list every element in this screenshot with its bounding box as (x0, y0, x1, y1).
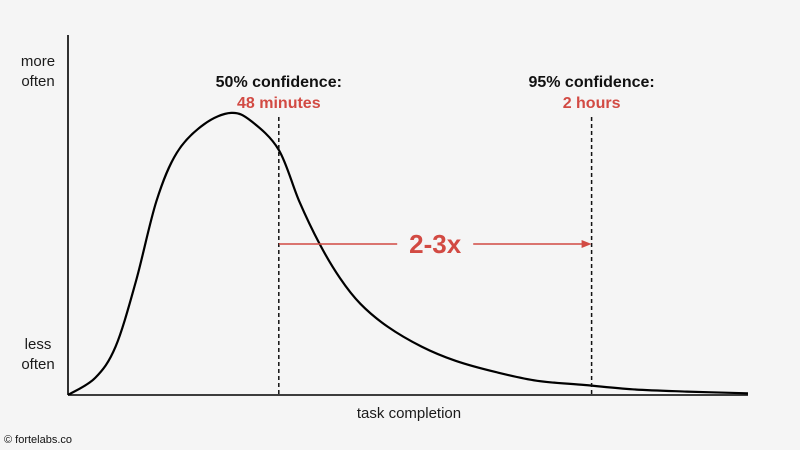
marker-value-1: 48 minutes (237, 95, 321, 112)
y-axis-top-label-line1: more (21, 53, 55, 70)
y-axis-bottom-label-line2: often (21, 356, 54, 373)
marker-label-2: 95% confidence: (528, 74, 654, 91)
ratio-label: 2-3x (409, 229, 462, 259)
marker-value-2: 2 hours (563, 95, 621, 112)
copyright-text: © fortelabs.co (4, 434, 72, 446)
marker-label-1: 50% confidence: (216, 74, 342, 91)
y-axis-labels: more often less often (21, 53, 55, 373)
arrowhead-icon (581, 240, 592, 248)
y-axis-top-label-line2: often (21, 73, 54, 90)
ratio-annotation: 2-3x (278, 229, 592, 259)
distribution-curve (67, 111, 749, 396)
y-axis-bottom-label-line1: less (25, 336, 52, 353)
confidence-markers: 50% confidence: 48 minutes 95% confidence:… (216, 74, 655, 395)
x-axis-label: task completion (357, 405, 461, 422)
axes (67, 35, 748, 396)
